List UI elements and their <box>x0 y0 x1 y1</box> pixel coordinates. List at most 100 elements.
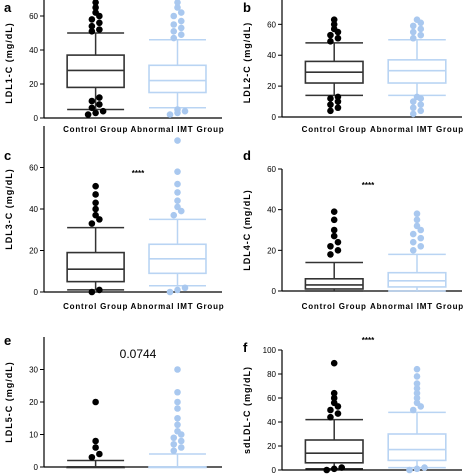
outlier-point <box>96 26 103 33</box>
outlier-point <box>421 464 428 471</box>
outlier-point <box>330 399 338 407</box>
outlier-point <box>174 0 181 6</box>
y-tick-label: 40 <box>267 418 276 427</box>
outlier-point <box>174 286 181 294</box>
outlier-point <box>409 34 417 42</box>
y-tick-label: 60 <box>267 165 276 174</box>
outlier-point <box>417 101 425 108</box>
outlier-point <box>413 222 421 230</box>
box-abnormal <box>148 0 207 118</box>
outlier-point <box>330 21 338 28</box>
y-tick-label: 100 <box>263 346 277 355</box>
iqr-box <box>304 439 364 464</box>
outlier-point <box>88 22 96 30</box>
outlier-point <box>334 104 342 112</box>
box-abnormal <box>387 365 447 474</box>
plot-area <box>304 359 447 474</box>
y-tick-label: 0 <box>272 466 277 474</box>
significance-label: **** <box>362 336 375 345</box>
box-abnormal <box>148 366 207 469</box>
box-control <box>304 359 364 474</box>
outlier-point <box>413 16 421 24</box>
outlier-point <box>177 437 185 445</box>
outlier-point <box>92 211 99 219</box>
y-tick-label: 20 <box>267 246 276 255</box>
outlier-point <box>409 230 417 238</box>
outlier-point <box>409 22 417 30</box>
box-control <box>304 16 364 115</box>
outlier-point <box>330 232 338 240</box>
outlier-point <box>177 31 185 38</box>
outlier-point <box>330 394 338 402</box>
outlier-point <box>327 31 334 39</box>
outlier-point <box>409 247 417 254</box>
outlier-point <box>96 94 103 101</box>
outlier-point <box>409 98 417 105</box>
panel-letter: c <box>4 148 11 163</box>
outlier-point <box>417 25 425 33</box>
y-tick-label: 40 <box>29 46 38 55</box>
outlier-point <box>92 182 99 190</box>
outlier-point <box>174 197 181 204</box>
iqr-box <box>387 271 447 288</box>
y-tick-label: 10 <box>29 431 38 440</box>
outlier-point <box>417 31 425 39</box>
outlier-point <box>170 447 178 455</box>
y-tick-label: 40 <box>29 205 38 214</box>
y-axis-label: LDL3-C (mg/dL) <box>4 168 14 250</box>
outlier-point <box>174 405 181 412</box>
box-abnormal <box>387 210 447 292</box>
outlier-point <box>84 111 92 118</box>
outlier-point <box>417 234 425 242</box>
outlier-point <box>334 238 342 246</box>
outlier-point <box>170 211 178 219</box>
outlier-point <box>177 17 185 25</box>
y-tick-label: 60 <box>267 20 276 29</box>
outlier-point <box>413 210 421 218</box>
category-label: Abnormal IMT Group <box>370 302 464 311</box>
panel-letter: b <box>243 0 251 15</box>
outlier-point <box>96 450 103 458</box>
outlier-point <box>413 216 421 224</box>
plot-area <box>66 137 207 296</box>
significance-label: **** <box>132 169 145 178</box>
outlier-point <box>177 24 185 32</box>
outlier-point <box>417 107 425 115</box>
y-tick-label: 0 <box>272 287 277 296</box>
y-tick-label: 0 <box>272 113 277 122</box>
outlier-point <box>409 104 417 112</box>
plot-area <box>66 0 207 118</box>
y-tick-label: 20 <box>29 398 38 407</box>
outlier-point <box>99 107 107 115</box>
y-tick-label: 20 <box>29 247 38 256</box>
outlier-point <box>413 385 421 392</box>
outlier-point <box>96 101 103 108</box>
outlier-point <box>88 220 96 227</box>
y-tick-label: 20 <box>29 80 38 89</box>
category-label: Control Group <box>63 302 128 311</box>
y-axis-label: LDL2-C (mg/dL) <box>242 22 252 104</box>
outlier-point <box>334 93 342 101</box>
outlier-point <box>92 437 99 445</box>
outlier-point <box>177 9 185 16</box>
outlier-point <box>170 434 178 442</box>
outlier-point <box>327 242 334 250</box>
outlier-point <box>417 242 425 250</box>
category-label: Abnormal IMT Group <box>131 302 225 311</box>
outlier-point <box>170 12 178 20</box>
outlier-point <box>174 203 181 211</box>
outlier-point <box>413 399 421 407</box>
outlier-point <box>92 199 99 207</box>
outlier-point <box>92 9 99 16</box>
category-label: Control Group <box>302 125 367 134</box>
outlier-point <box>327 101 334 108</box>
outlier-point <box>88 288 96 296</box>
category-label: Control Group <box>63 125 128 134</box>
outlier-point <box>330 25 338 33</box>
p-value-label: 0.0744 <box>120 347 157 361</box>
box-control <box>66 182 125 296</box>
y-axis-label: sdLDL-C (mg/dL) <box>242 366 252 454</box>
y-axis-label: LDL5-C (mg/dL) <box>4 361 14 443</box>
iqr-box <box>148 64 207 94</box>
